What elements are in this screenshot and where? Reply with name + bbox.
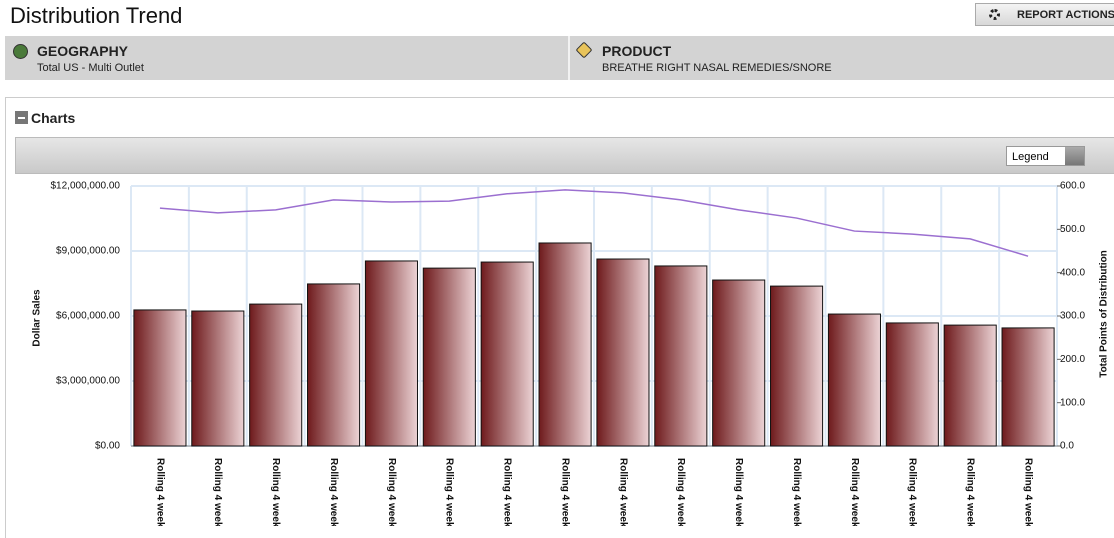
x-tick-label: Rolling 4 week...: [849, 458, 860, 526]
bar: [943, 324, 997, 447]
chart-toolbar: [15, 137, 1114, 174]
y2-tick-label: 600.0: [1060, 181, 1085, 192]
x-tick-label: Rolling 4 week...: [386, 458, 397, 526]
x-tick-label: Rolling 4 week...: [502, 458, 513, 526]
x-tick-label: Rolling 4 week...: [965, 458, 976, 526]
y-tick-label: $9,000,000.00: [56, 246, 120, 257]
chart: Dollar Sales Total Points of Distributio…: [31, 180, 1110, 526]
bar: [191, 310, 245, 447]
y2-tick-label: 0.0: [1060, 441, 1074, 452]
panel-title: Charts: [31, 110, 76, 126]
bar: [827, 313, 881, 447]
charts-panel: [5, 97, 1114, 538]
filter-label: GEOGRAPHY: [37, 43, 129, 59]
y-tick-label: $0.00: [95, 441, 120, 452]
geography-filter[interactable]: GEOGRAPHY Total US - Multi Outlet: [5, 36, 568, 80]
y2-tick-label: 400.0: [1060, 267, 1085, 278]
bar: [770, 285, 824, 447]
x-tick-label: Rolling 4 week...: [154, 458, 165, 526]
bar: [422, 267, 476, 447]
y2-tick-label: 500.0: [1060, 224, 1085, 235]
x-tick-label: Rolling 4 week...: [559, 458, 570, 526]
dropdown-arrow: [1065, 147, 1084, 165]
bar: [364, 260, 418, 447]
x-tick-label: Rolling 4 week...: [270, 458, 281, 526]
separator: [568, 36, 570, 80]
bar: [133, 309, 187, 447]
x-tick-label: Rolling 4 week...: [444, 458, 455, 526]
x-tick-label: Rolling 4 week...: [907, 458, 918, 526]
x-tick-label: Rolling 4 week...: [1022, 458, 1033, 526]
bar: [596, 258, 650, 447]
filter-bar: GEOGRAPHY Total US - Multi Outlet PRODUC…: [5, 36, 1114, 80]
x-tick-label: Rolling 4 week...: [791, 458, 802, 526]
x-tick-label: Rolling 4 week...: [675, 458, 686, 526]
bar: [712, 279, 766, 447]
y-tick-label: $6,000,000.00: [56, 311, 120, 322]
y2-tick-label: 300.0: [1060, 311, 1085, 322]
page-title: Distribution Trend: [10, 3, 183, 28]
bar: [885, 322, 939, 447]
line: [159, 189, 1029, 257]
button-label: REPORT ACTIONS: [1017, 9, 1114, 21]
bar: [538, 242, 592, 447]
gear-icon: [989, 9, 1000, 20]
filter-value: BREATHE RIGHT NASAL REMEDIES/SNORE: [602, 62, 832, 74]
legend-dropdown[interactable]: Legend: [1006, 146, 1085, 166]
filter-value: Total US - Multi Outlet: [37, 62, 144, 74]
y-tick-label: $3,000,000.00: [56, 376, 120, 387]
y2-tick-label: 100.0: [1060, 397, 1085, 408]
x-tick-label: Rolling 4 week...: [617, 458, 628, 526]
report-actions-button[interactable]: REPORT ACTIONS: [975, 3, 1114, 26]
y-tick-label: $12,000,000.00: [50, 181, 120, 192]
page: Distribution Trend REPORT ACTIONS GEOGRA…: [5, 3, 1114, 538]
y-axis-title: Dollar Sales: [32, 289, 43, 347]
x-tick-label: Rolling 4 week...: [328, 458, 339, 526]
globe-icon: [13, 44, 28, 59]
bar: [249, 303, 303, 447]
x-tick-label: Rolling 4 week...: [733, 458, 744, 526]
bar: [654, 265, 708, 447]
collapse-button[interactable]: [15, 111, 28, 124]
x-tick-label: Rolling 4 week...: [212, 458, 223, 526]
bar: [480, 261, 534, 447]
dropdown-label: Legend: [1012, 151, 1049, 163]
filter-label: PRODUCT: [602, 43, 672, 59]
bar: [1001, 327, 1055, 447]
bar: [307, 283, 361, 447]
y2-axis-title: Total Points of Distribution: [1099, 250, 1110, 378]
product-filter[interactable]: PRODUCT BREATHE RIGHT NASAL REMEDIES/SNO…: [570, 36, 1114, 80]
y2-tick-label: 200.0: [1060, 354, 1085, 365]
